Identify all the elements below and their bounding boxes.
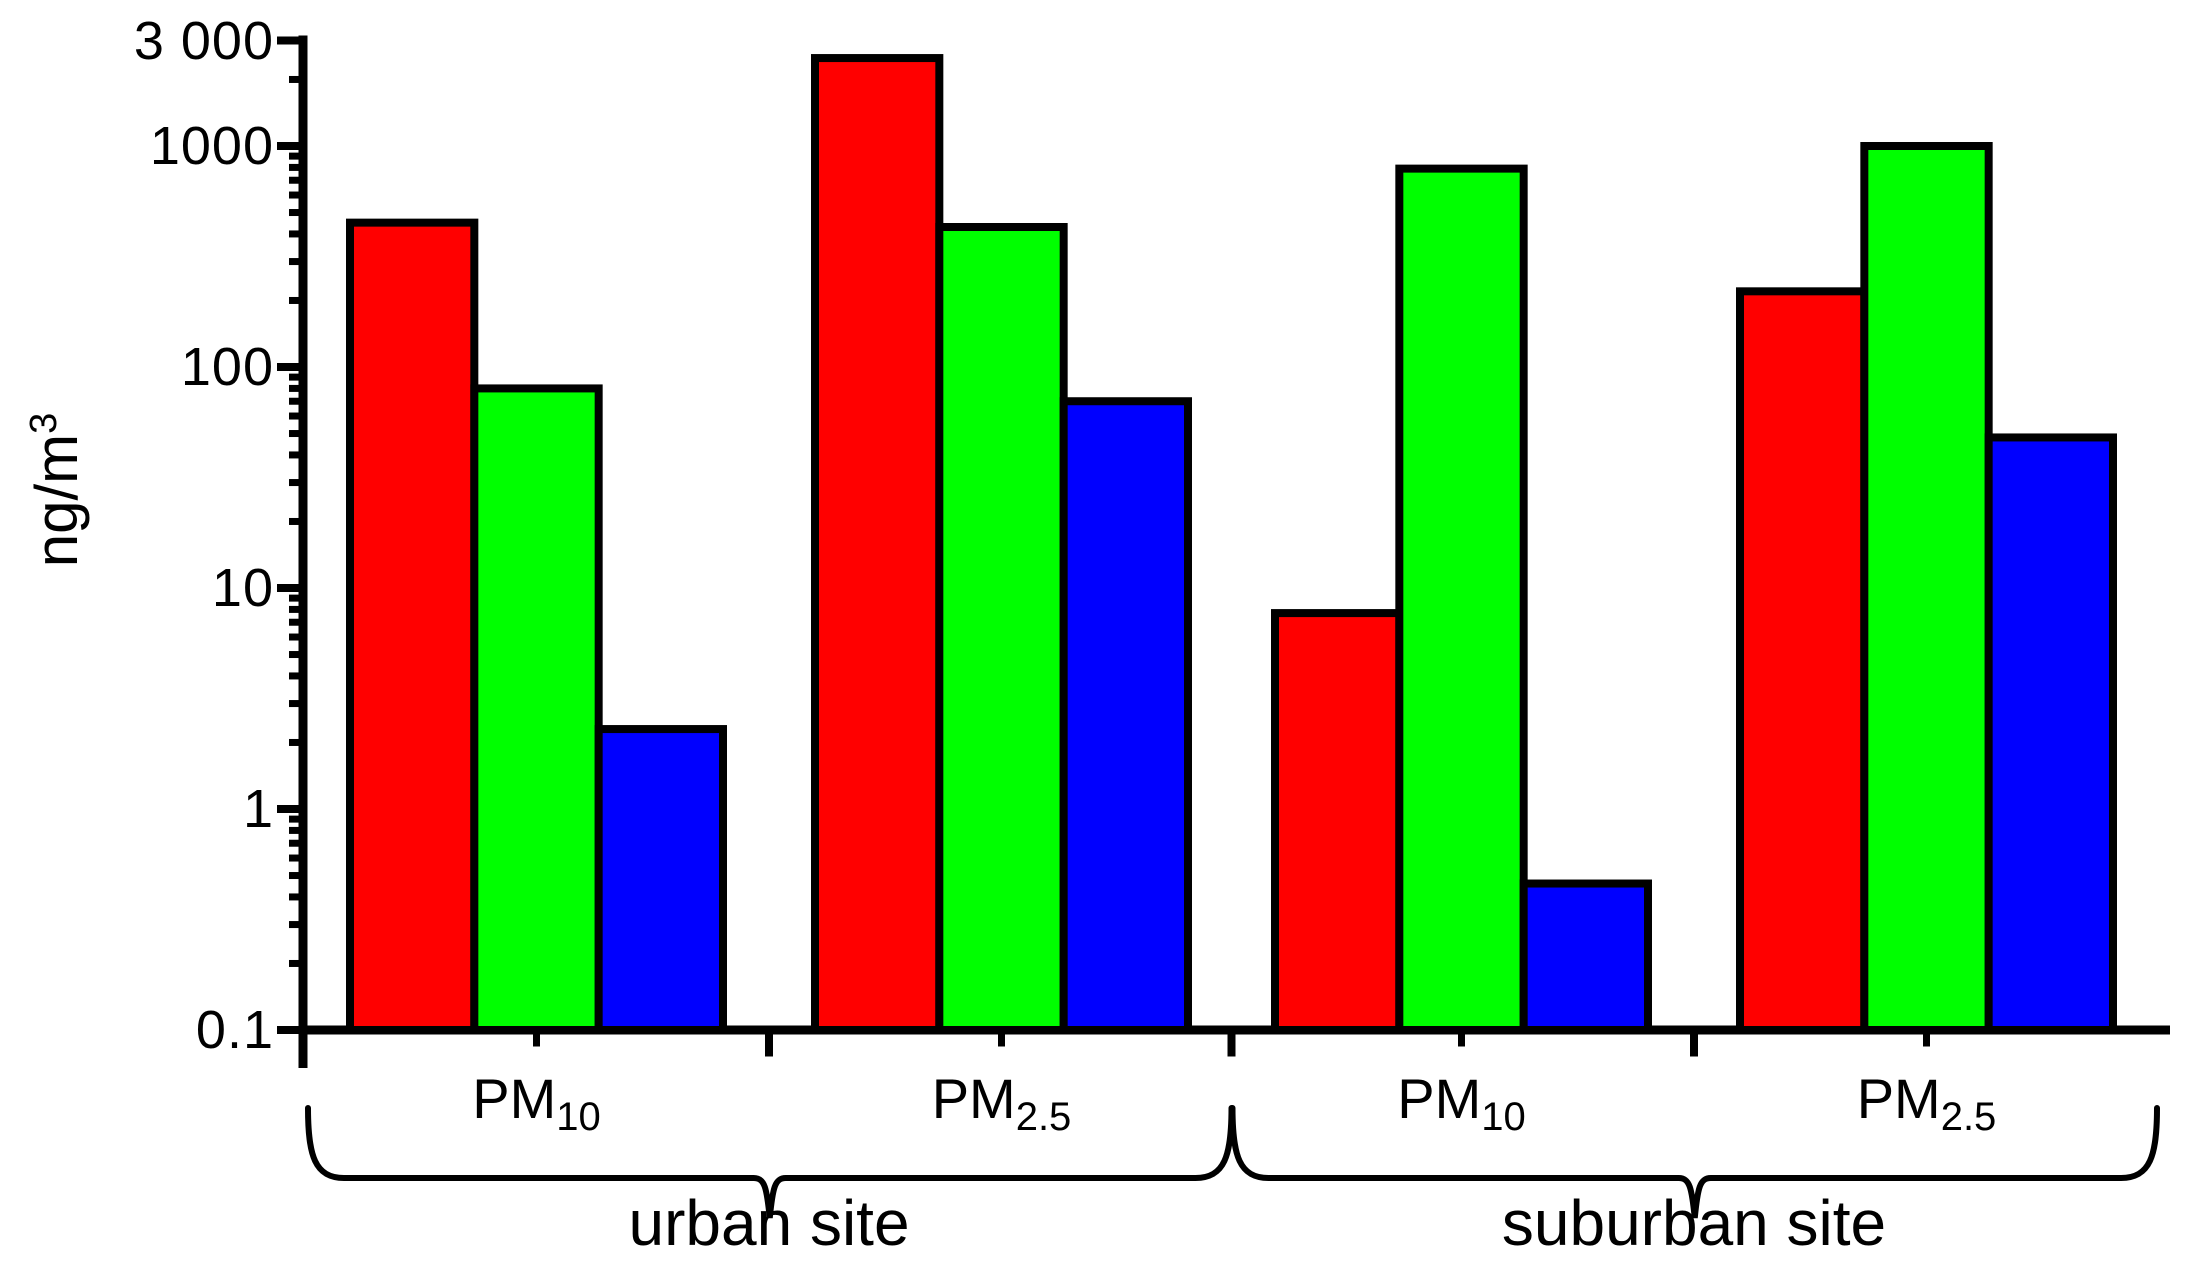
y-tick-label-0_1: 0.1 [195, 1000, 274, 1060]
group-label-suburban-site: suburban site [1501, 1187, 1887, 1259]
x-category-label-pm10-suburban: PM10 [1397, 1067, 1526, 1140]
x-category-label-subscript: 2.5 [1015, 1095, 1072, 1140]
bar-red-pm10-urban [346, 218, 479, 1035]
bar-green-pm2.5-suburban [1860, 142, 1993, 1034]
x-category-label-pm2.5-urban: PM2.5 [931, 1067, 1072, 1140]
y-axis-title: ng/m3 [0, 330, 90, 650]
y-tick-label-3000: 3 000 [133, 10, 274, 71]
x-category-label-pm2.5-suburban: PM2.5 [1856, 1067, 1997, 1140]
y-tick-label-1000: 1000 [149, 116, 274, 176]
bar-blue-pm10-urban [594, 725, 728, 1035]
y-tick-label-10: 10 [211, 558, 274, 618]
y-tick-label-1: 1 [242, 779, 274, 839]
group-label-urban-site: urban site [628, 1187, 910, 1259]
y-tick-label-100: 100 [180, 337, 274, 397]
y-axis-title-text: ng/m [23, 433, 90, 568]
bar-blue-pm10-suburban [1519, 879, 1652, 1034]
bar-red-pm2.5-suburban [1736, 287, 1869, 1034]
x-category-label-subscript: 2.5 [1940, 1095, 1997, 1140]
bar-blue-pm2.5-urban [1059, 397, 1192, 1034]
bar-green-pm10-urban [470, 384, 603, 1034]
bar-red-pm2.5-urban [811, 54, 944, 1035]
bar-green-pm2.5-urban [935, 223, 1068, 1034]
brace-urban-site [305, 1105, 1235, 1219]
y-axis-title-exponent: 3 [23, 412, 65, 434]
bar-green-pm10-suburban [1395, 164, 1528, 1035]
x-category-label-pm10-urban: PM10 [472, 1067, 601, 1140]
brace-suburban-site [1229, 1105, 2160, 1219]
x-category-label-subscript: 10 [1481, 1095, 1526, 1140]
bar-red-pm10-suburban [1271, 609, 1404, 1035]
bar-blue-pm2.5-suburban [1984, 433, 2117, 1034]
x-category-label-subscript: 10 [556, 1095, 601, 1140]
